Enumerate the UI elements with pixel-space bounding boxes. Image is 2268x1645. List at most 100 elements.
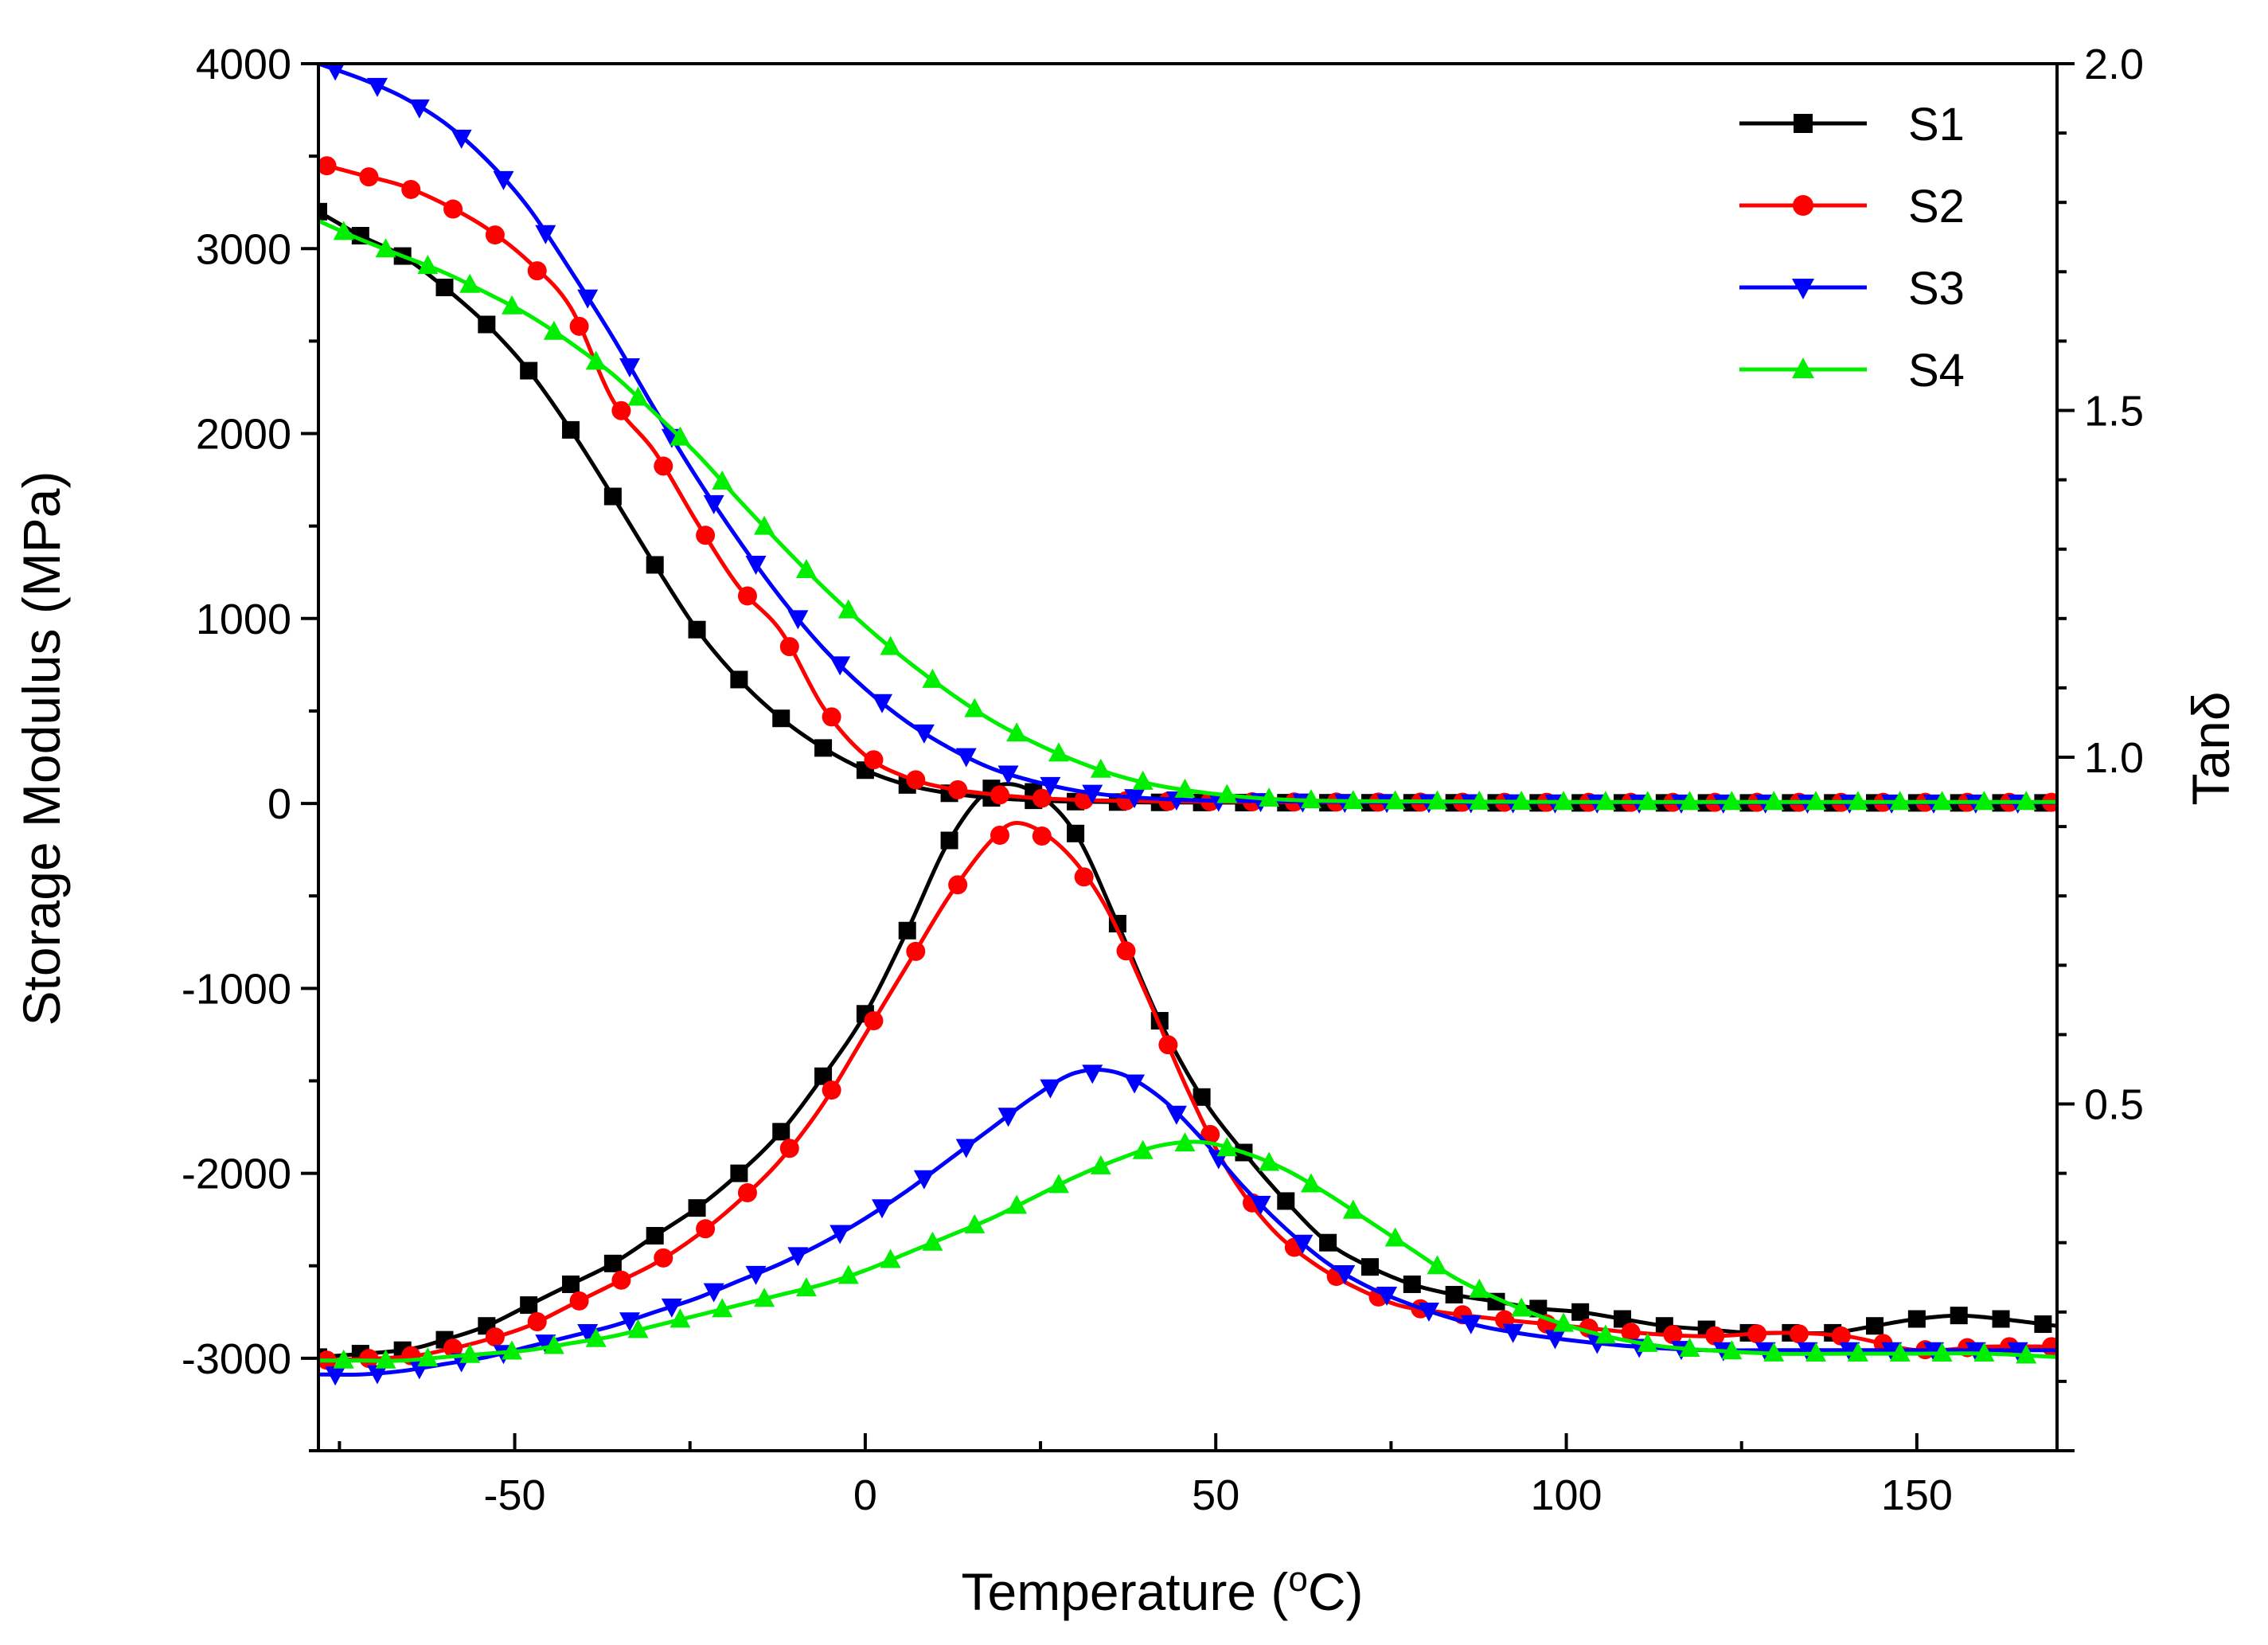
tan-delta-point [1342,1199,1364,1219]
legend-label: S3 [1908,263,1965,315]
series-s2 [318,156,2057,1370]
storage-modulus-point [603,487,622,506]
tan-delta-point [1721,1340,1743,1360]
x-axis-title-sup: o [1288,1560,1307,1599]
tan-delta-point [375,1349,396,1369]
tan-delta-point [1614,1310,1631,1328]
tan-delta-point [898,921,916,940]
storage-modulus-point [1216,783,1238,803]
tan-delta-point [1907,1310,1926,1328]
tan-delta-point [1679,1337,1700,1357]
storage-modulus-point [1090,758,1111,778]
storage-modulus-point [779,637,799,657]
storage-modulus-point [745,556,767,576]
tan-delta-point [754,1287,775,1307]
tan-delta-point [333,1349,354,1369]
tan-delta-point [1460,1315,1481,1334]
y-right-tick-label: 1.5 [2084,388,2144,436]
storage-modulus-point [611,401,631,420]
tan-delta-point [1277,1192,1295,1210]
tan-delta-point [417,1347,439,1367]
tan-delta-point [795,1277,817,1297]
tan-delta-point [1216,1137,1238,1157]
tan-delta-point [880,1248,901,1268]
storage-modulus-point [1259,787,1280,807]
tan-delta-point [1931,1342,1953,1362]
tan-delta-point [1595,1324,1616,1344]
tan-delta-point [485,1327,505,1347]
series-s4 [318,219,2057,1369]
tan-delta-point [535,1334,556,1354]
tan-delta-point [1158,1035,1178,1055]
y-left-tick-label: 0 [267,780,291,828]
tan-delta-point [325,1366,346,1386]
tan-delta-point [779,1139,799,1159]
x-tick-label: -50 [484,1471,546,1519]
storage-modulus-point [451,129,472,149]
x-tick-label: 100 [1530,1471,1602,1519]
storage-modulus-point [493,170,514,190]
tan-delta-point [1319,1233,1337,1252]
tan-delta-point [569,1291,589,1311]
storage-modulus-point [417,255,439,275]
storage-modulus-point [1595,791,1616,811]
storage-modulus-point [1805,791,1827,811]
storage-modulus-point [906,770,926,790]
storage-modulus-point [795,558,817,578]
storage-modulus-point [2016,791,2037,811]
y-right-tick-label: 2.0 [2084,41,2144,88]
tan-delta-point [1831,1326,1851,1346]
storage-modulus-point [443,199,463,219]
tan-delta-point [1032,826,1052,846]
storage-modulus-point [990,785,1009,805]
tan-delta-point [737,1182,757,1202]
tan-delta-point [997,1108,1019,1127]
tan-delta-point [1502,1323,1524,1343]
storage-modulus-point [1847,791,1868,811]
tan-delta-point [1763,1342,1785,1362]
storage-modulus-point [837,599,859,619]
plot-frame [317,62,2059,1452]
tan-delta-point [948,875,968,895]
tan-delta-point [654,1248,673,1268]
tan-delta-point [520,1296,538,1315]
tan-delta-point [1553,1312,1575,1332]
tan-delta-point [1847,1342,1868,1362]
tan-delta-point [1300,1173,1321,1193]
storage-modulus-point [1032,788,1052,808]
x-axis-title: Temperature (oC) [962,1560,1364,1622]
tan-delta-point [703,1283,724,1303]
y-axis-left-title: Storage Modulus (MPa) [12,471,71,1026]
tan-delta-point [1006,1194,1028,1214]
tan-delta-point [603,1254,622,1272]
tan-delta-point [1973,1342,1995,1362]
tan-delta-line-s1 [318,782,2057,1359]
storage-modulus-point [459,273,481,293]
storage-modulus-point [872,694,893,713]
tan-delta-point [814,1067,833,1085]
storage-modulus-point [1006,722,1028,742]
tan-delta-point [1621,1323,1641,1342]
storage-modulus-line-s1 [318,209,2057,805]
tan-delta-point [1132,1139,1154,1159]
y-left-tick-label: -1000 [182,965,291,1013]
legend-label: S1 [1908,99,1965,150]
y-right-tick-label: 0.5 [2084,1081,2144,1129]
tan-delta-point [872,1199,893,1219]
legend-entry-s1: S1 [1739,99,1965,150]
storage-modulus-point [1124,789,1146,809]
tan-delta-point [543,1334,564,1354]
tan-delta-point [669,1308,691,1328]
tan-delta-point [2016,1344,2037,1364]
tan-delta-point [1067,824,1085,842]
storage-modulus-point [627,386,649,406]
storage-modulus-point [1679,791,1700,811]
tan-delta-point [562,1275,580,1293]
storage-modulus-point [318,202,327,221]
tan-delta-point [1805,1342,1827,1362]
storage-modulus-point [913,724,935,744]
tan-delta-point [787,1247,809,1267]
storage-modulus-point [408,99,430,119]
storage-modulus-point [535,225,556,244]
storage-modulus-point [435,279,454,297]
